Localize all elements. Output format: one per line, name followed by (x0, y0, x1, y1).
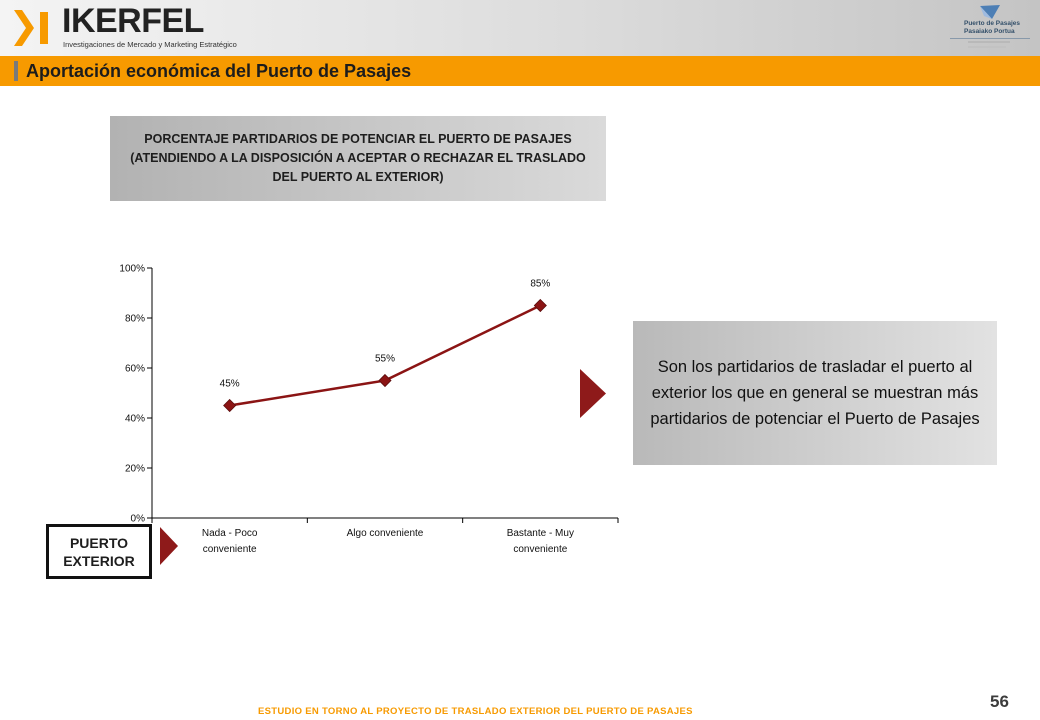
chart-subtitle: PORCENTAJE PARTIDARIOS DE POTENCIAR EL P… (130, 132, 586, 184)
x-tick-label: Algo conveniente (347, 528, 424, 539)
y-tick-label: 0% (131, 514, 146, 525)
port-logo-line1: Puerto de Pasajes (964, 20, 1020, 27)
y-tick-label: 40% (125, 414, 145, 425)
port-logo-divider (950, 38, 1030, 39)
y-tick-label: 20% (125, 464, 145, 475)
pointer-arrow-icon (160, 527, 178, 565)
line-chart-svg: 0% 20% 40% 60% 80% 100% Nada - Poco conveniente… (119, 264, 619, 555)
data-label: 55% (375, 354, 395, 365)
title-accent-mark (14, 61, 18, 81)
puerto-de-pasajes-logo: Puerto de Pasajes Pasaiako Portua (946, 2, 1036, 54)
ikerfel-logo-icon (14, 10, 48, 46)
data-label: 45% (220, 379, 240, 390)
x-tick-label: Nada - Poco conveniente (202, 528, 258, 555)
conclusion-text: Son los partidarios de trasladar el puer… (650, 358, 980, 428)
y-tick-label: 60% (125, 364, 145, 375)
data-label: 85% (530, 279, 550, 290)
page-number: 56 (990, 692, 1009, 711)
group-label: PUERTO EXTERIOR (63, 534, 135, 569)
x-tick-label: Bastante - Muy conveniente (507, 528, 574, 555)
footer-study-title: ESTUDIO EN TORNO AL PROYECTO DE TRASLADO… (258, 706, 693, 717)
header-bar: IKERFEL Investigaciones de Mercado y Mar… (0, 0, 1040, 56)
title-bar (0, 56, 1040, 86)
y-tick-label: 100% (119, 264, 145, 275)
ikerfel-logo-tagline: Investigaciones de Mercado y Marketing E… (63, 40, 237, 49)
data-point-marker (378, 373, 392, 388)
ikerfel-logo-text: IKERFEL (62, 2, 204, 40)
y-tick-label: 80% (125, 314, 145, 325)
port-wing-icon (980, 5, 1000, 19)
data-point-marker (223, 398, 237, 413)
group-label-box: PUERTO EXTERIOR (46, 524, 152, 579)
pointer-arrow-icon-large (580, 369, 606, 418)
port-logo-line2: Pasaiako Portua (964, 28, 1015, 35)
data-point-marker (533, 298, 547, 313)
conclusion-box: Son los partidarios de trasladar el puer… (633, 321, 997, 465)
line-chart: 0% 20% 40% 60% 80% 100% Nada - Poco conveniente… (100, 255, 640, 565)
page-title: Aportación económica del Puerto de Pasaj… (26, 61, 412, 81)
chart-subtitle-box: PORCENTAJE PARTIDARIOS DE POTENCIAR EL P… (110, 116, 606, 201)
port-logo-fine-print-2 (968, 46, 1006, 48)
port-logo-fine-print (968, 41, 1010, 43)
